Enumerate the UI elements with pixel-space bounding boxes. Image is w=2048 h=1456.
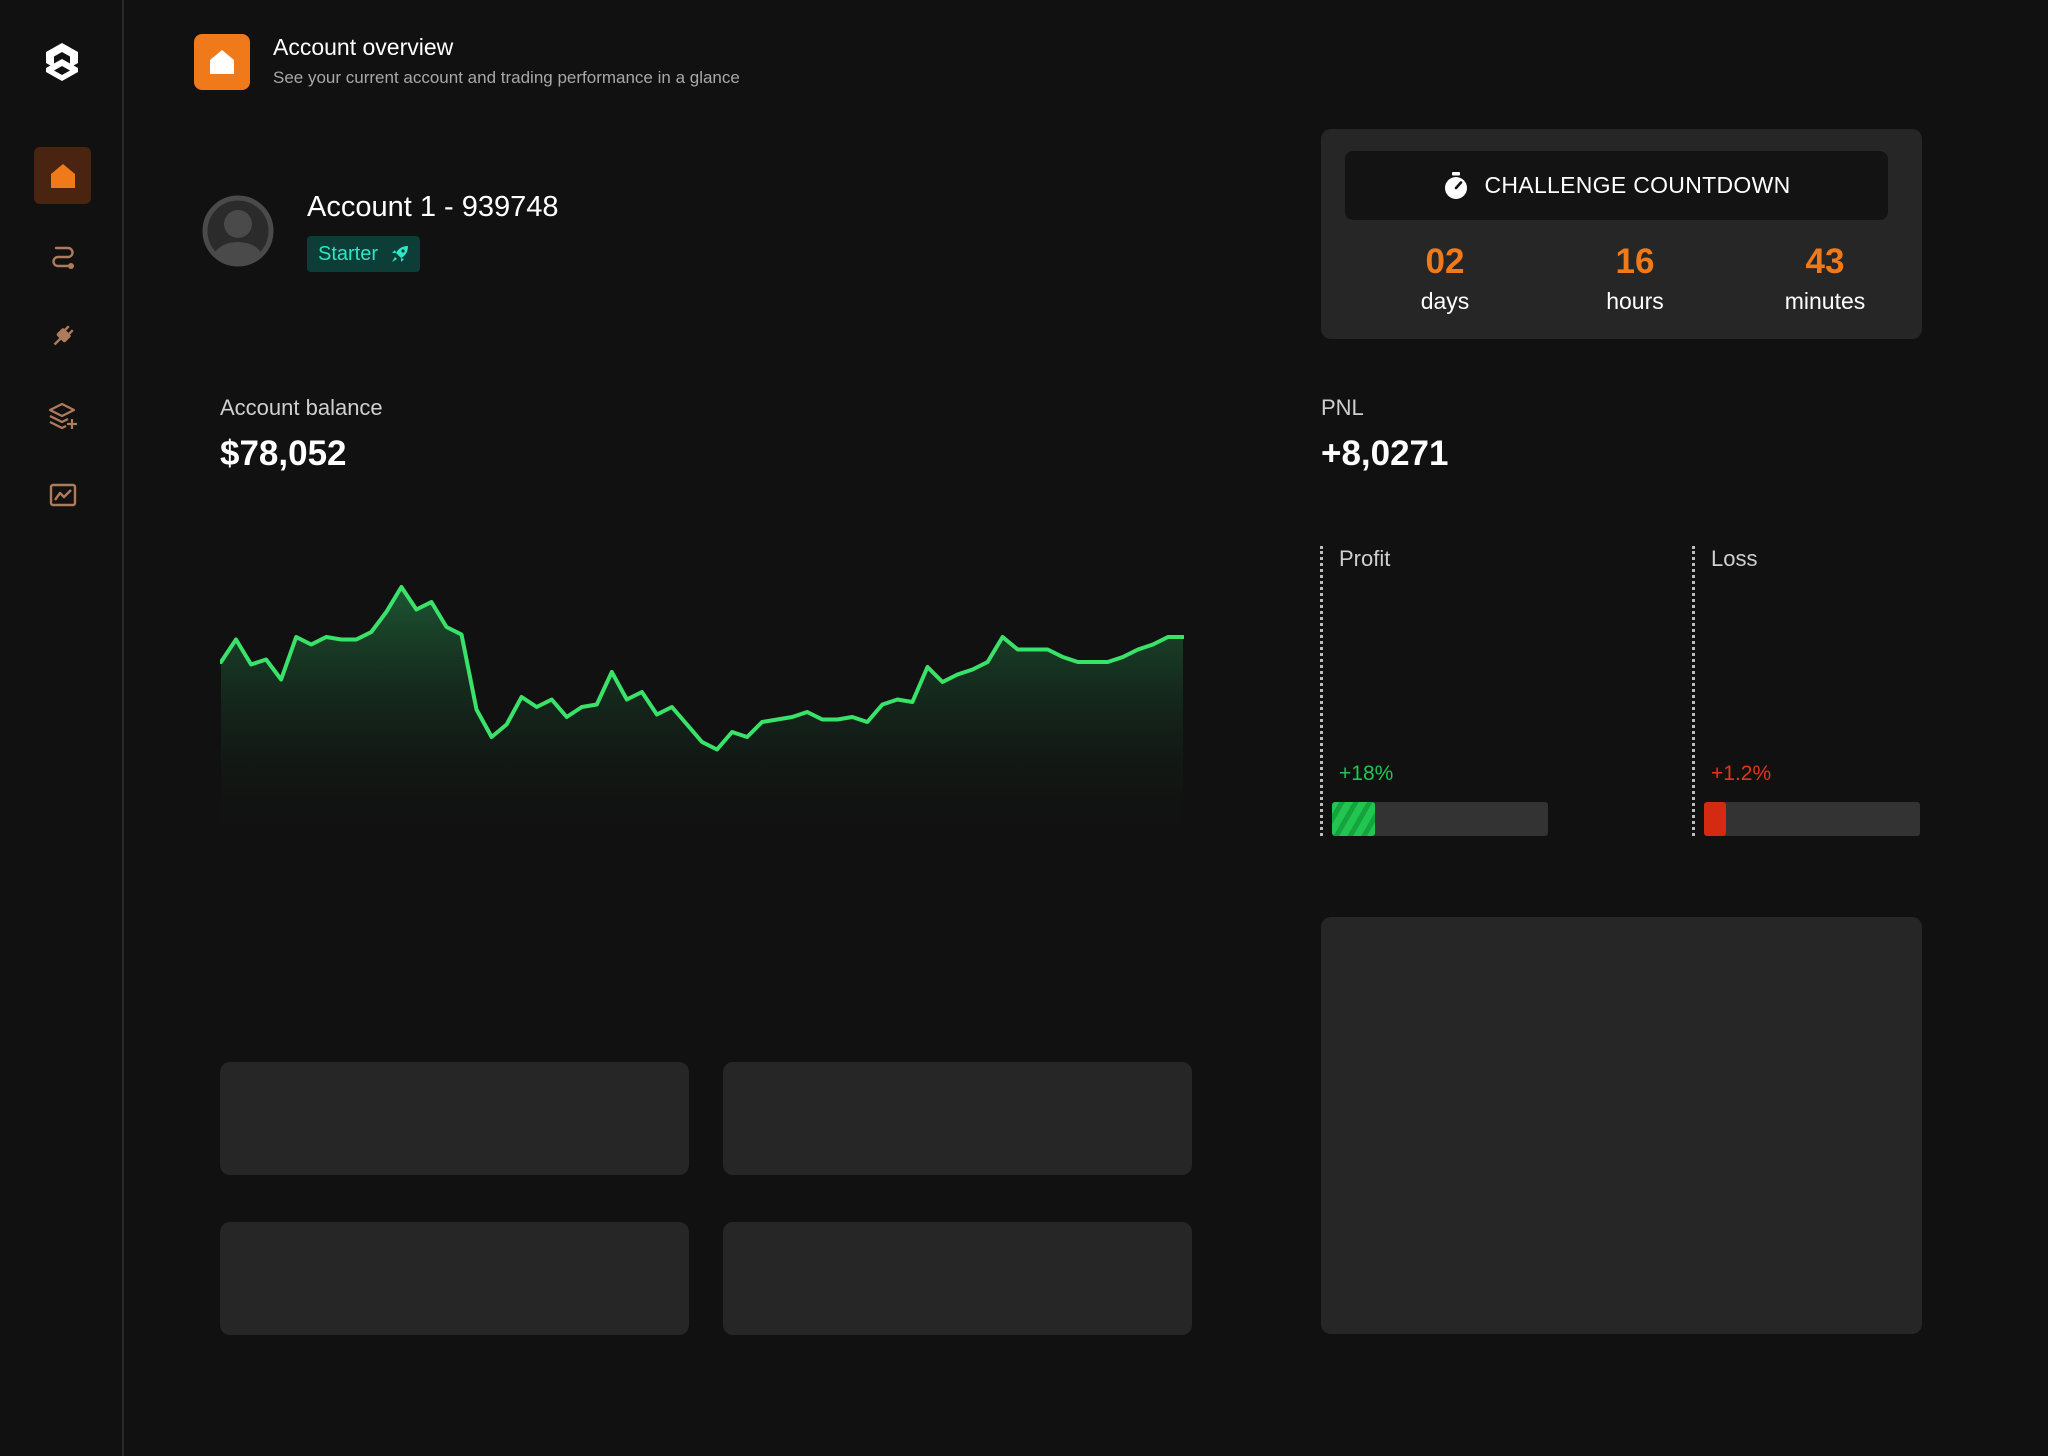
- placeholder-panel: [1321, 917, 1922, 1334]
- balance-area: [221, 587, 1183, 845]
- profit-column: Profit +18%: [1320, 546, 1556, 836]
- account-name: Account 1 - 939748: [307, 191, 559, 223]
- home-icon: [210, 50, 234, 74]
- profit-bar-fill: [1332, 802, 1376, 836]
- sidebar-item-home[interactable]: [34, 147, 91, 204]
- sidebar-item-plug[interactable]: [34, 307, 91, 364]
- countdown-header: CHALLENGE COUNTDOWN: [1345, 151, 1888, 220]
- page-title: Account overview: [273, 34, 454, 60]
- chart-image-icon: [49, 483, 76, 506]
- minutes-label: minutes: [1784, 288, 1866, 314]
- home-icon: [50, 163, 75, 188]
- balance-line: [220, 585, 1184, 752]
- balance-label: Account balance: [220, 395, 383, 420]
- stopwatch-icon: [1445, 171, 1468, 199]
- avatar: [202, 195, 274, 267]
- placeholder-card-1: [220, 1062, 689, 1175]
- loss-label: Loss: [1711, 546, 1758, 571]
- countdown-title: CHALLENGE COUNTDOWN: [1484, 172, 1791, 198]
- balance-chart: [220, 585, 1184, 845]
- sidebar-item-chart[interactable]: [34, 466, 91, 523]
- hours-value: 16: [1615, 242, 1655, 281]
- days-label: days: [1420, 288, 1470, 314]
- loss-percent: +1.2%: [1711, 762, 1772, 785]
- header-home-icon: [194, 34, 250, 90]
- pnl-value: +8,0271: [1321, 434, 1449, 473]
- days-value: 02: [1425, 242, 1465, 281]
- sidebar: [0, 0, 124, 1456]
- loss-bar-fill: [1704, 802, 1726, 836]
- minutes-value: 43: [1805, 242, 1845, 281]
- page-subtitle: See your current account and trading per…: [273, 68, 740, 87]
- plan-label: Starter: [318, 242, 379, 265]
- challenge-countdown-card: CHALLENGE COUNTDOWN 02 days 16 hours 43 …: [1321, 129, 1922, 339]
- loss-column: Loss +1.2%: [1692, 546, 1928, 836]
- loss-bar-track: [1704, 802, 1920, 836]
- hours-label: hours: [1606, 288, 1664, 314]
- countdown-days: 02 days: [1365, 242, 1525, 315]
- countdown-minutes: 43 minutes: [1745, 242, 1905, 315]
- plug-icon: [53, 324, 74, 345]
- layers-add-icon: [48, 402, 77, 429]
- profit-label: Profit: [1339, 546, 1391, 571]
- route-icon: [51, 246, 74, 269]
- placeholder-card-4: [723, 1222, 1192, 1335]
- placeholder-card-2: [723, 1062, 1192, 1175]
- sidebar-item-route[interactable]: [34, 228, 91, 285]
- plan-badge: Starter: [307, 236, 421, 272]
- profit-percent: +18%: [1339, 762, 1394, 785]
- balance-value: $78,052: [220, 434, 347, 473]
- rocket-icon: [392, 246, 409, 262]
- sidebar-item-layers[interactable]: [34, 387, 91, 444]
- pnl-label: PNL: [1321, 395, 1364, 420]
- profit-bar-track: [1332, 802, 1548, 836]
- logo-icon[interactable]: [43, 41, 81, 83]
- placeholder-card-3: [220, 1222, 689, 1335]
- countdown-hours: 16 hours: [1555, 242, 1715, 315]
